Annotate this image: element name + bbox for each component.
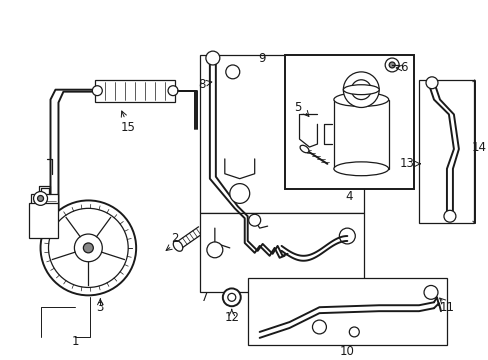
Circle shape bbox=[83, 243, 93, 253]
Circle shape bbox=[388, 62, 394, 68]
Bar bbox=[31, 194, 59, 233]
Circle shape bbox=[213, 74, 229, 90]
Text: 15: 15 bbox=[121, 121, 135, 134]
Bar bbox=[418, 80, 473, 223]
Circle shape bbox=[229, 184, 249, 203]
Ellipse shape bbox=[333, 162, 388, 176]
Text: 3: 3 bbox=[97, 301, 104, 314]
Bar bbox=[334, 100, 388, 169]
Text: 5: 5 bbox=[293, 101, 301, 114]
Circle shape bbox=[339, 228, 355, 244]
Ellipse shape bbox=[244, 66, 251, 75]
Circle shape bbox=[423, 285, 437, 299]
Text: 1: 1 bbox=[72, 335, 79, 348]
Ellipse shape bbox=[300, 145, 308, 153]
Circle shape bbox=[227, 293, 235, 301]
Circle shape bbox=[385, 58, 398, 72]
Circle shape bbox=[34, 192, 47, 205]
Circle shape bbox=[41, 201, 136, 295]
Circle shape bbox=[38, 195, 43, 201]
Circle shape bbox=[74, 234, 102, 262]
Text: 4: 4 bbox=[345, 190, 352, 203]
Text: 12: 12 bbox=[224, 311, 239, 324]
Text: 10: 10 bbox=[339, 345, 354, 358]
Circle shape bbox=[312, 320, 326, 334]
Bar bbox=[200, 213, 364, 292]
Circle shape bbox=[248, 214, 260, 226]
Circle shape bbox=[223, 288, 240, 306]
Circle shape bbox=[48, 208, 128, 287]
Circle shape bbox=[348, 327, 359, 337]
Circle shape bbox=[217, 78, 225, 86]
Text: 11: 11 bbox=[439, 301, 453, 314]
Text: 2: 2 bbox=[171, 231, 179, 244]
Circle shape bbox=[225, 65, 239, 79]
Circle shape bbox=[443, 210, 455, 222]
Circle shape bbox=[350, 80, 370, 100]
Bar bbox=[95, 80, 175, 102]
Circle shape bbox=[206, 242, 223, 258]
Bar bbox=[284, 55, 413, 189]
Ellipse shape bbox=[333, 93, 388, 107]
Text: 6: 6 bbox=[400, 62, 407, 75]
Ellipse shape bbox=[173, 240, 183, 251]
Circle shape bbox=[425, 77, 437, 89]
Bar bbox=[247, 278, 446, 345]
Circle shape bbox=[168, 86, 178, 96]
Ellipse shape bbox=[343, 85, 378, 95]
Text: 8: 8 bbox=[198, 78, 205, 91]
Circle shape bbox=[343, 72, 378, 108]
Bar bbox=[28, 203, 59, 238]
Circle shape bbox=[92, 86, 102, 96]
Text: 9: 9 bbox=[257, 51, 265, 64]
Circle shape bbox=[205, 51, 220, 65]
Bar bbox=[200, 55, 364, 213]
Text: 7: 7 bbox=[201, 291, 208, 304]
Text: 13: 13 bbox=[399, 157, 414, 170]
Text: 14: 14 bbox=[470, 140, 486, 153]
